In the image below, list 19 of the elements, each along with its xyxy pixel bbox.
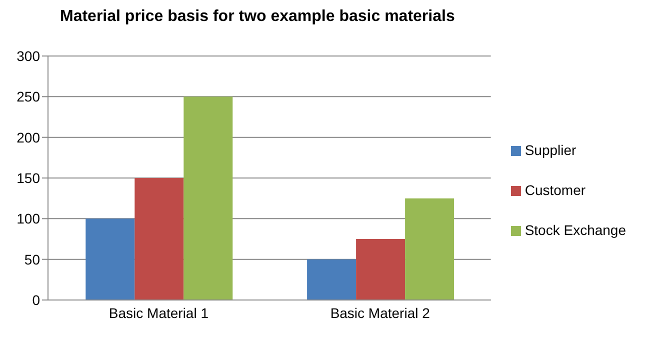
bar (134, 178, 184, 300)
y-tick-label: 0 (32, 292, 40, 308)
y-tick-label: 200 (16, 129, 40, 146)
y-tick-label: 150 (16, 170, 40, 186)
y-tick-label: 100 (16, 210, 40, 227)
y-tick-label: 300 (16, 48, 40, 64)
bar (307, 259, 356, 300)
x-tick-label: Basic Material 2 (330, 304, 430, 321)
legend-label: Stock Exchange (524, 222, 626, 238)
bar (356, 239, 406, 300)
x-tick-label: Basic Material 1 (108, 304, 209, 321)
chart-title: Material price basis for two example basic materials (60, 8, 455, 26)
legend-label: Customer (524, 182, 586, 198)
bar (405, 198, 454, 300)
legend-label: Supplier (524, 142, 576, 158)
y-tick-label: 250 (16, 88, 40, 105)
y-tick-label: 50 (24, 251, 40, 268)
bar (86, 218, 135, 300)
bar (184, 96, 233, 300)
